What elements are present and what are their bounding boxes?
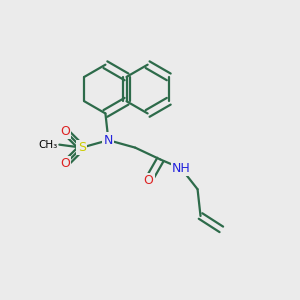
Text: O: O: [60, 125, 70, 138]
Text: NH: NH: [172, 162, 190, 175]
Text: CH₃: CH₃: [39, 140, 58, 150]
Text: N: N: [104, 134, 113, 147]
Text: O: O: [144, 174, 154, 187]
Text: S: S: [78, 141, 86, 154]
Text: O: O: [60, 158, 70, 170]
